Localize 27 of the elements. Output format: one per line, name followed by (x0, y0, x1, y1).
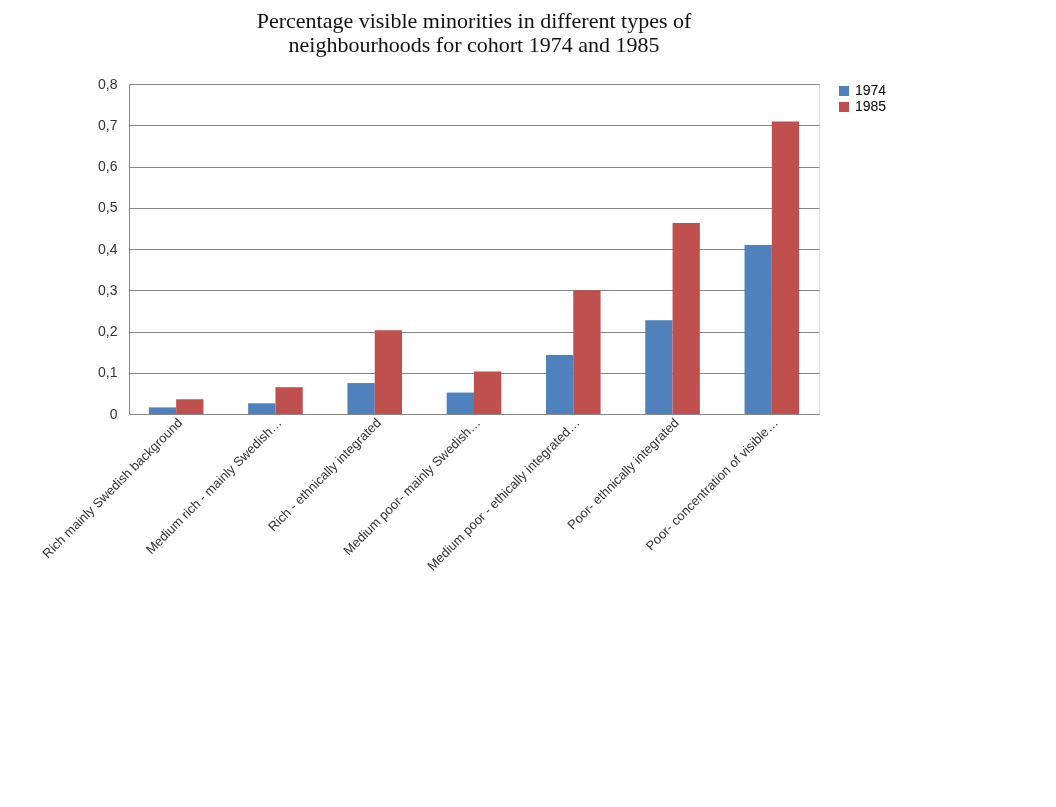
bar (474, 371, 502, 414)
y-tick-label: 0,8 (98, 75, 118, 92)
bar (645, 320, 673, 414)
bar (248, 403, 276, 414)
bar (573, 290, 601, 414)
bar (374, 330, 403, 414)
y-tick-label: 0,3 (98, 281, 118, 298)
y-tick-label: 0 (109, 405, 118, 422)
y-tick-label: 0,6 (98, 158, 118, 174)
text: neighbourhoods for cohort 1974 and 1985 (288, 32, 660, 57)
bar (275, 387, 303, 414)
bar (545, 355, 574, 414)
y-tick-label: 0,4 (98, 240, 118, 257)
bar (347, 383, 375, 414)
bar (176, 399, 204, 414)
y-tick-label: 0,7 (98, 116, 118, 133)
y-tick-label: 0,2 (98, 323, 118, 339)
y-tick-label: 0,5 (98, 199, 118, 216)
y-tick-label: 0,1 (98, 364, 118, 381)
bar (446, 392, 474, 414)
bar (744, 244, 772, 414)
legend-label: 1985 (855, 98, 887, 114)
bar (771, 121, 800, 414)
bar (672, 223, 700, 414)
bar (148, 407, 177, 414)
legend-label: 1974 (855, 82, 887, 98)
text: Percentage visible minorities in different types of (256, 8, 692, 33)
